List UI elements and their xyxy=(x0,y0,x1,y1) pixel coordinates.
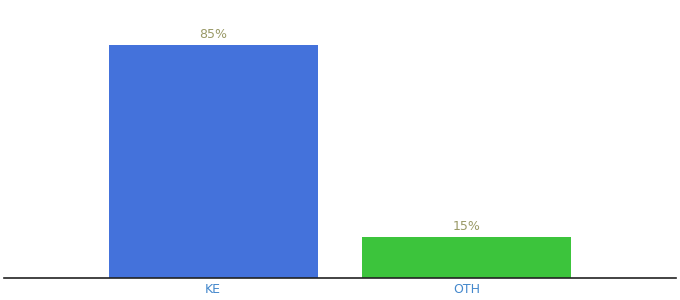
Text: 85%: 85% xyxy=(199,28,227,41)
Bar xyxy=(109,45,318,278)
Bar xyxy=(362,237,571,278)
Text: 15%: 15% xyxy=(453,220,481,233)
